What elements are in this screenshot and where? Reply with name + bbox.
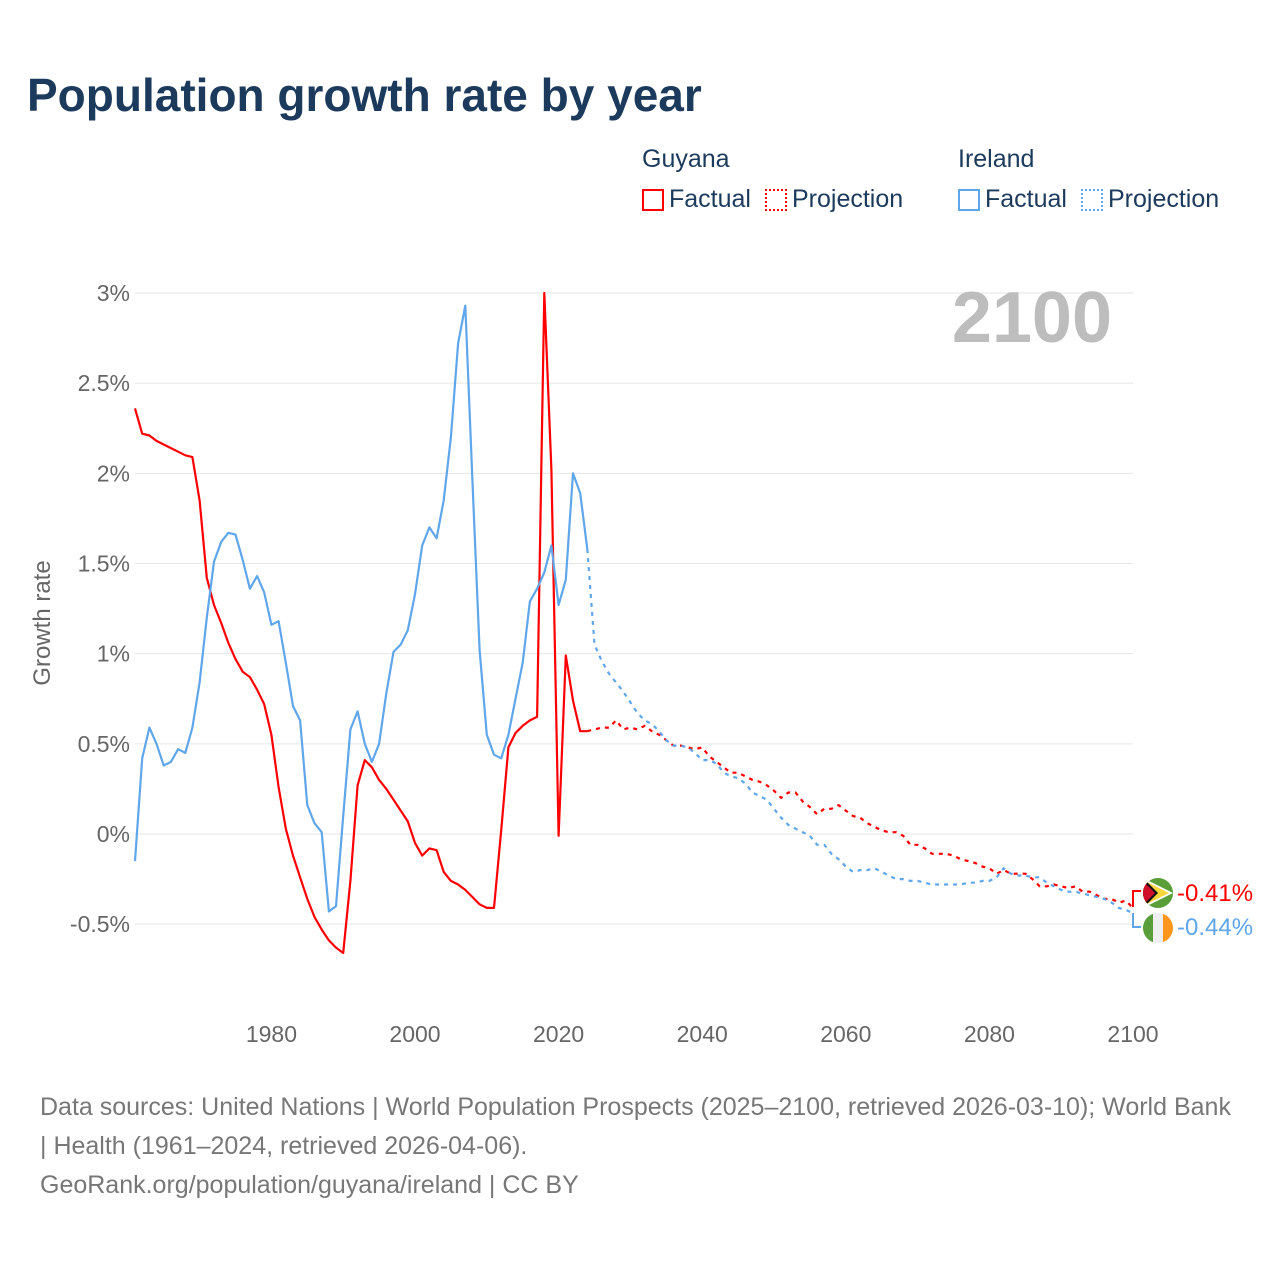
x-tick-label: 2000 [389, 1021, 440, 1047]
x-tick-label: 2060 [820, 1021, 871, 1047]
chart-plot: 3% 2.5% 2% 1.5% 1% 0.5% 0% -0.5% 1980 2000 2020 204… [29, 278, 1253, 1047]
legend-guyana-factual[interactable]: Factual [642, 185, 751, 214]
x-tick-label: 2100 [1107, 1021, 1158, 1047]
y-tick-label: 0% [97, 821, 130, 847]
ireland-projection-line [586, 549, 1134, 915]
data-sources: Data sources: United Nations | World Pop… [40, 1093, 1231, 1160]
y-tick-label: 2.5% [78, 370, 130, 396]
y-tick-label: 3% [97, 280, 130, 306]
y-tick-label: 1% [97, 641, 130, 667]
x-tick-label: 2020 [533, 1021, 584, 1047]
legend-ireland: Ireland Factual Projection [958, 145, 1219, 214]
legend-ireland-projection[interactable]: Projection [1080, 185, 1220, 214]
legend-label: Projection [1107, 185, 1220, 213]
legend-ireland-factual[interactable]: Factual [958, 185, 1067, 214]
y-tick-label: 1.5% [78, 551, 130, 577]
credit-link[interactable]: GeoRank.org/population/guyana/ireland | … [40, 1171, 579, 1199]
legend-guyana-projection[interactable]: Projection [764, 185, 904, 214]
guyana-end-value: -0.41% [1177, 880, 1253, 907]
ireland-end-value: -0.44% [1177, 914, 1253, 941]
year-watermark: 2100 [952, 278, 1112, 358]
legend-label: Factual [669, 185, 751, 213]
legend-swatch-solid [958, 188, 980, 211]
legend-swatch-dotted [1080, 188, 1103, 211]
guyana-end-connector [1132, 890, 1141, 907]
legend-label: Factual [985, 185, 1067, 213]
x-tick-label: 2040 [677, 1021, 728, 1047]
y-tick-label: 0.5% [78, 731, 130, 757]
y-tick-label: -0.5% [70, 911, 130, 937]
legend-country-guyana: Guyana [642, 145, 730, 173]
y-tick-label: 2% [97, 460, 130, 486]
legend-country-ireland: Ireland [958, 145, 1035, 173]
guyana-flag-icon [1143, 878, 1173, 908]
guyana-projection-line [587, 719, 1134, 909]
legend-guyana: Guyana Factual Projection [642, 145, 903, 214]
ireland-end-connector [1132, 913, 1141, 928]
guyana-factual-line [133, 291, 588, 955]
ireland-flag-icon [1143, 913, 1173, 943]
legend-swatch-solid [642, 188, 664, 211]
x-tick-label: 1980 [246, 1021, 297, 1047]
legend-label: Projection [791, 185, 904, 213]
x-tick-label: 2080 [964, 1021, 1015, 1047]
footer: Data sources: United Nations | World Pop… [40, 1088, 1240, 1205]
chart-title: Population growth rate by year [27, 69, 702, 121]
y-axis-label: Growth rate [29, 560, 56, 685]
ireland-factual-line [133, 304, 589, 913]
legend-swatch-dotted [764, 188, 787, 211]
